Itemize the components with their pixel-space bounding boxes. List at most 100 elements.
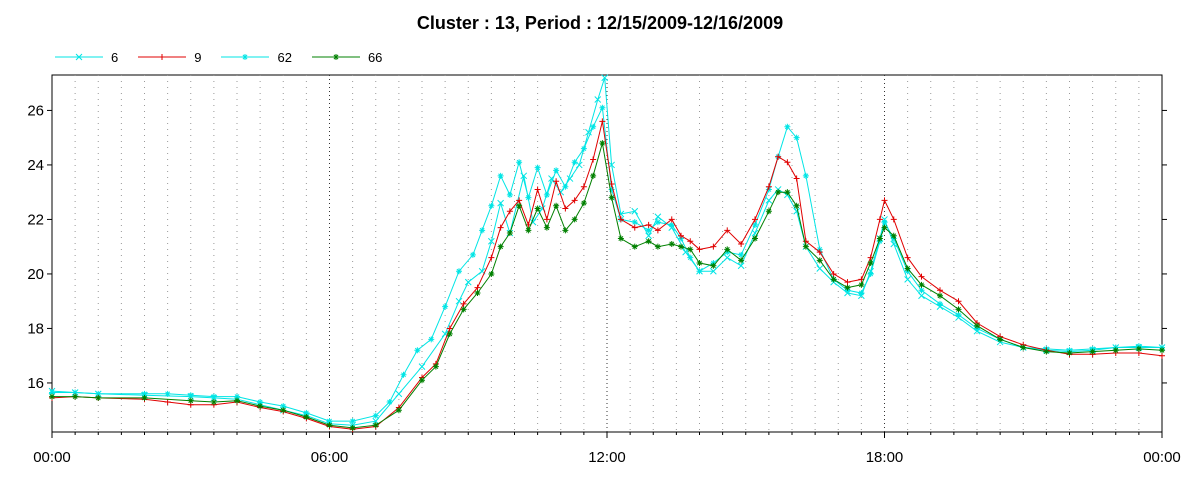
data-point — [645, 232, 652, 240]
data-point — [678, 243, 684, 250]
data-point — [386, 399, 393, 406]
data-point — [645, 227, 652, 234]
data-point — [793, 134, 800, 141]
data-point — [446, 330, 453, 337]
data-point — [802, 172, 809, 179]
data-point — [724, 246, 731, 253]
data-point — [830, 270, 837, 277]
data-point — [654, 243, 661, 250]
data-point — [575, 161, 583, 169]
data-point — [858, 281, 865, 288]
data-point — [997, 336, 1004, 343]
data-point — [534, 205, 541, 212]
data-point — [428, 336, 435, 343]
data-point — [668, 216, 675, 223]
data-point — [617, 216, 624, 223]
data-point — [497, 224, 504, 231]
data-point — [765, 208, 772, 215]
legend-item-series-1: 6 — [55, 50, 118, 65]
data-point — [516, 197, 523, 204]
data-point — [326, 418, 333, 425]
data-point — [937, 292, 943, 299]
data-point — [1089, 348, 1096, 355]
data-point — [955, 298, 962, 305]
data-point — [474, 290, 481, 297]
data-point — [562, 205, 569, 212]
data-point — [543, 216, 550, 223]
data-point — [497, 172, 504, 179]
data-point — [442, 303, 449, 310]
data-point — [765, 197, 773, 204]
data-point — [696, 268, 703, 275]
data-point — [1159, 352, 1165, 359]
data-point — [784, 189, 791, 196]
data-point — [141, 390, 148, 397]
data-point — [326, 422, 333, 429]
data-point — [562, 227, 569, 234]
legend-swatch-series-4 — [311, 54, 360, 60]
data-point — [49, 393, 55, 400]
legend-swatch-series-1 — [55, 53, 103, 61]
x-tick-label: 00:00 — [33, 449, 71, 466]
data-point — [400, 371, 407, 378]
data-point — [234, 393, 240, 400]
legend-item-series-2: 9 — [138, 50, 201, 65]
data-point — [562, 183, 569, 190]
data-point — [580, 145, 587, 152]
data-point — [506, 208, 513, 215]
data-point — [752, 221, 758, 228]
data-point — [164, 390, 171, 397]
data-point — [257, 399, 264, 406]
data-point — [257, 403, 264, 410]
data-point — [571, 159, 578, 166]
legend-label-series-3: 62 — [277, 49, 292, 65]
x-tick-label: 06:00 — [311, 449, 349, 466]
data-point — [488, 270, 495, 277]
data-point — [414, 347, 421, 354]
data-point — [687, 246, 694, 253]
data-point — [645, 221, 652, 228]
legend: 6 9 62 66 — [55, 49, 402, 65]
data-point — [497, 243, 504, 250]
data-point — [141, 394, 148, 401]
data-point — [904, 265, 911, 272]
legend-marker — [242, 54, 249, 60]
chart-title: Cluster : 13, Period : 12/15/2009-12/16/… — [416, 13, 784, 33]
data-point — [830, 276, 837, 283]
data-point — [608, 194, 615, 201]
data-point — [525, 194, 532, 201]
data-point — [710, 243, 717, 250]
data-point — [590, 172, 597, 179]
legend-label-series-1: 6 — [111, 49, 119, 65]
data-point — [738, 257, 745, 264]
data-point — [631, 207, 639, 215]
data-point — [460, 306, 467, 313]
data-point — [432, 363, 439, 370]
data-point — [506, 191, 513, 198]
data-point — [631, 243, 638, 250]
data-point — [516, 159, 523, 166]
data-point — [654, 213, 662, 221]
data-point — [710, 267, 717, 275]
legend-marker — [332, 54, 339, 60]
data-point — [723, 254, 731, 261]
data-point — [904, 276, 911, 283]
series-line-62 — [52, 105, 1163, 422]
data-point — [525, 227, 532, 234]
data-point — [1135, 345, 1142, 352]
data-point — [696, 246, 703, 253]
data-point — [372, 422, 379, 429]
data-point — [765, 183, 772, 190]
data-point — [488, 237, 495, 245]
data-point — [418, 363, 426, 370]
legend-marker — [159, 54, 166, 60]
data-point — [724, 227, 731, 234]
data-point — [469, 251, 476, 258]
plot-area — [51, 74, 1163, 433]
data-point — [682, 248, 689, 256]
data-point — [590, 156, 597, 163]
data-point — [164, 399, 171, 406]
data-point — [710, 262, 717, 269]
data-point — [775, 153, 782, 160]
data-point — [187, 392, 194, 399]
